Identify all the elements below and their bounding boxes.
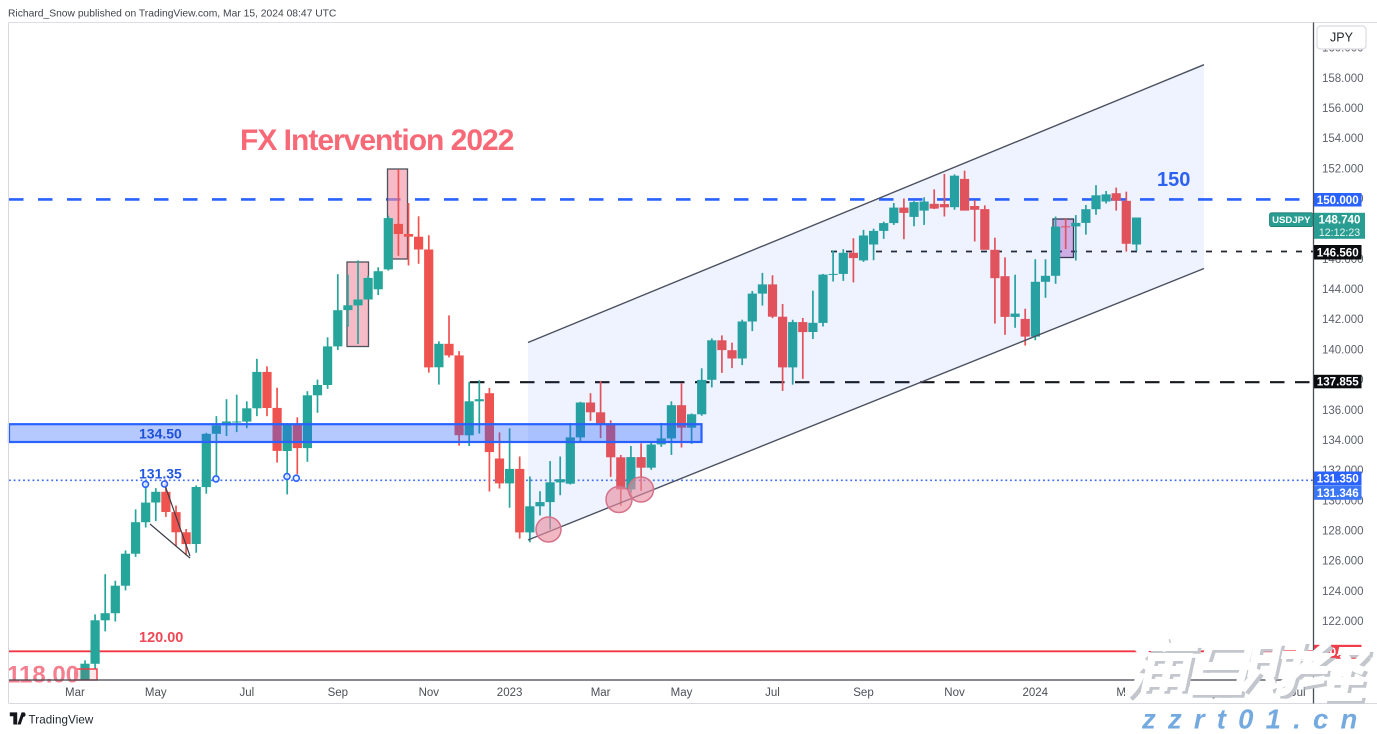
svg-text:144.000: 144.000	[1322, 284, 1364, 296]
svg-text:150: 150	[1157, 169, 1190, 191]
svg-text:152.000: 152.000	[1322, 163, 1364, 175]
svg-text:120.00: 120.00	[139, 630, 183, 646]
svg-text:156.000: 156.000	[1322, 103, 1364, 115]
svg-text:2024: 2024	[1023, 687, 1049, 699]
svg-text:136.000: 136.000	[1322, 405, 1364, 417]
svg-text:134.50: 134.50	[139, 426, 182, 442]
svg-text:May: May	[671, 687, 693, 699]
svg-text:131.350: 131.350	[1317, 473, 1359, 486]
svg-text:JPY: JPY	[1330, 31, 1354, 45]
svg-text:146.560: 146.560	[1317, 246, 1359, 259]
svg-text:126.000: 126.000	[1322, 556, 1364, 568]
svg-text:USDJPY: USDJPY	[1272, 215, 1311, 226]
svg-text:FX Intervention 2022: FX Intervention 2022	[240, 124, 514, 157]
svg-text:124.000: 124.000	[1322, 586, 1364, 598]
svg-text:134.000: 134.000	[1322, 435, 1364, 447]
svg-text:zzrt01.cn: zzrt01.cn	[1141, 704, 1369, 734]
svg-text:131.35: 131.35	[139, 466, 182, 482]
svg-text:122.000: 122.000	[1322, 616, 1364, 628]
svg-text:142.000: 142.000	[1322, 314, 1364, 326]
svg-text:12:12:23: 12:12:23	[1319, 227, 1360, 239]
svg-text:148.740: 148.740	[1319, 214, 1361, 227]
svg-text:118.00: 118.00	[7, 662, 79, 689]
svg-text:137.855: 137.855	[1317, 376, 1359, 389]
svg-text:140.000: 140.000	[1322, 344, 1364, 356]
svg-text:May: May	[145, 687, 167, 699]
svg-text:Nov: Nov	[944, 687, 965, 699]
svg-text:Jul: Jul	[239, 687, 254, 699]
svg-text:2023: 2023	[497, 687, 523, 699]
svg-text:Richard_Snow published on Trad: Richard_Snow published on TradingView.co…	[8, 9, 337, 20]
svg-text:Nov: Nov	[419, 687, 440, 699]
svg-text:154.000: 154.000	[1322, 133, 1364, 145]
svg-text:158.000: 158.000	[1322, 73, 1364, 85]
svg-text:128.000: 128.000	[1322, 526, 1364, 538]
svg-text:Mar: Mar	[591, 687, 611, 699]
svg-text:131.346: 131.346	[1317, 487, 1359, 500]
svg-text:150.000: 150.000	[1317, 194, 1359, 207]
svg-text:TradingView: TradingView	[29, 714, 94, 727]
svg-text:Sep: Sep	[328, 687, 348, 699]
svg-text:Jul: Jul	[765, 687, 780, 699]
svg-text:Sep: Sep	[853, 687, 873, 699]
svg-text:Mar: Mar	[65, 687, 85, 699]
